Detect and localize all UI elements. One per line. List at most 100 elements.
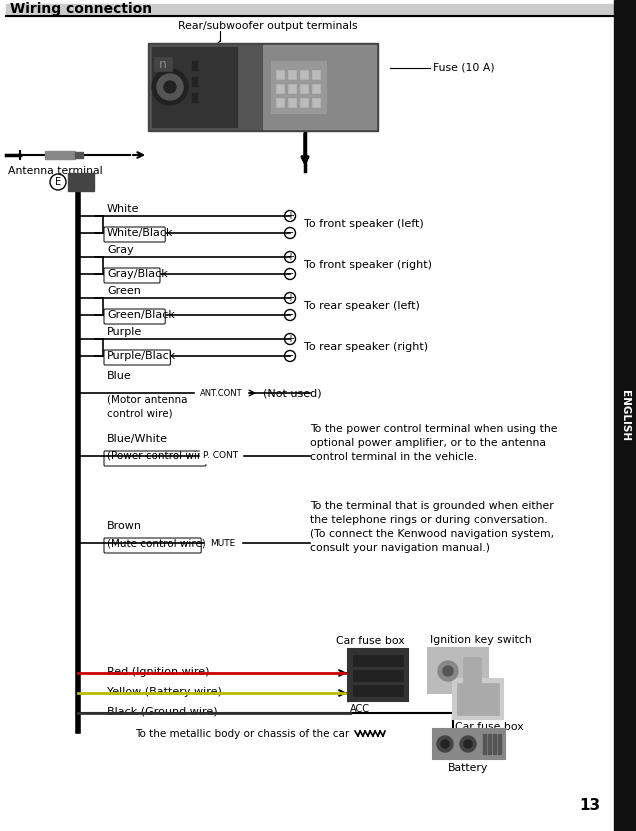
FancyBboxPatch shape xyxy=(104,268,160,283)
Text: Blue/White: Blue/White xyxy=(107,434,168,444)
Bar xyxy=(433,729,505,759)
Text: Car fuse box: Car fuse box xyxy=(336,636,404,646)
Text: Green/Black: Green/Black xyxy=(107,310,175,320)
Text: Blue: Blue xyxy=(107,371,132,381)
Text: Purple/Black: Purple/Black xyxy=(107,351,176,361)
Text: (Mute control wire): (Mute control wire) xyxy=(107,538,206,548)
Text: To front speaker (right): To front speaker (right) xyxy=(304,260,432,270)
Circle shape xyxy=(441,740,449,748)
Bar xyxy=(300,70,308,79)
Text: +: + xyxy=(286,211,294,221)
Text: Red (Ignition wire): Red (Ignition wire) xyxy=(107,667,209,677)
Circle shape xyxy=(157,74,183,100)
Text: −: − xyxy=(286,269,294,279)
Bar xyxy=(300,98,308,107)
Bar xyxy=(152,47,237,127)
Text: −: − xyxy=(286,351,294,361)
Circle shape xyxy=(437,736,453,752)
Bar xyxy=(148,43,378,131)
FancyBboxPatch shape xyxy=(104,451,206,466)
Bar xyxy=(353,685,403,696)
Text: control terminal in the vehicle.: control terminal in the vehicle. xyxy=(310,452,477,462)
Bar xyxy=(154,57,172,71)
Bar xyxy=(483,734,486,754)
Text: Purple: Purple xyxy=(107,327,142,337)
Text: To rear speaker (right): To rear speaker (right) xyxy=(304,342,428,352)
Text: To rear speaker (left): To rear speaker (left) xyxy=(304,301,420,311)
Text: Battery: Battery xyxy=(448,763,488,773)
Text: (To connect the Kenwood navigation system,: (To connect the Kenwood navigation syste… xyxy=(310,529,554,539)
Text: −: − xyxy=(286,228,294,238)
Bar xyxy=(300,84,308,93)
Text: Antenna terminal: Antenna terminal xyxy=(8,166,102,176)
Text: ACC: ACC xyxy=(350,704,370,714)
Bar xyxy=(192,77,198,87)
Circle shape xyxy=(464,740,472,748)
Bar xyxy=(276,98,284,107)
Text: Fuse (10 A): Fuse (10 A) xyxy=(433,63,495,73)
Text: (Motor antenna: (Motor antenna xyxy=(107,395,188,405)
Text: the telephone rings or during conversation.: the telephone rings or during conversati… xyxy=(310,515,548,525)
Bar xyxy=(493,734,496,754)
Bar xyxy=(150,45,261,129)
Bar xyxy=(353,655,403,666)
Bar xyxy=(75,152,83,158)
Text: To the terminal that is grounded when either: To the terminal that is grounded when ei… xyxy=(310,501,554,511)
Text: Car fuse box: Car fuse box xyxy=(455,722,523,732)
Text: Brown: Brown xyxy=(107,521,142,531)
Bar xyxy=(353,670,403,681)
Bar xyxy=(276,70,284,79)
FancyBboxPatch shape xyxy=(104,227,165,242)
Text: control wire): control wire) xyxy=(107,408,172,418)
Text: MUTE: MUTE xyxy=(211,538,235,548)
Circle shape xyxy=(443,666,453,676)
Text: Green: Green xyxy=(107,286,141,296)
Bar xyxy=(312,70,320,79)
Bar xyxy=(195,386,247,400)
FancyBboxPatch shape xyxy=(104,350,170,365)
Bar xyxy=(428,648,488,693)
Text: White: White xyxy=(107,204,139,214)
Circle shape xyxy=(460,736,476,752)
Bar xyxy=(6,4,613,16)
Text: Rear/subwoofer output terminals: Rear/subwoofer output terminals xyxy=(178,21,357,31)
Text: To front speaker (left): To front speaker (left) xyxy=(304,219,424,229)
Bar xyxy=(271,61,326,113)
Circle shape xyxy=(152,69,188,105)
Bar xyxy=(288,98,296,107)
Bar xyxy=(288,84,296,93)
Text: Black (Ground wire): Black (Ground wire) xyxy=(107,707,218,717)
Bar xyxy=(45,151,75,159)
Text: optional power amplifier, or to the antenna: optional power amplifier, or to the ante… xyxy=(310,438,546,448)
Text: To the metallic body or chassis of the car: To the metallic body or chassis of the c… xyxy=(135,729,349,739)
Bar xyxy=(488,734,491,754)
Bar xyxy=(192,61,198,71)
Text: ANT.CONT: ANT.CONT xyxy=(200,389,242,397)
Bar xyxy=(312,84,320,93)
Bar xyxy=(312,98,320,107)
Text: 13: 13 xyxy=(579,798,600,813)
Text: consult your navigation manual.): consult your navigation manual.) xyxy=(310,543,490,553)
Bar xyxy=(348,649,408,701)
Text: Gray: Gray xyxy=(107,245,134,255)
Bar xyxy=(457,683,499,715)
Bar xyxy=(463,657,481,685)
Bar xyxy=(263,45,376,129)
Circle shape xyxy=(164,81,176,93)
Text: −: − xyxy=(286,310,294,320)
Text: +: + xyxy=(286,293,294,303)
Text: Ignition key switch: Ignition key switch xyxy=(430,635,532,645)
Bar xyxy=(200,449,242,463)
Circle shape xyxy=(438,661,458,681)
Bar xyxy=(453,679,503,719)
Bar xyxy=(276,84,284,93)
Text: Yellow (Battery wire): Yellow (Battery wire) xyxy=(107,687,222,697)
Text: Gray/Black: Gray/Black xyxy=(107,269,168,279)
Bar xyxy=(288,70,296,79)
Bar xyxy=(68,173,94,191)
Text: +: + xyxy=(286,334,294,344)
Text: (Not used): (Not used) xyxy=(263,388,322,398)
Bar xyxy=(498,734,501,754)
Text: To the power control terminal when using the: To the power control terminal when using… xyxy=(310,424,558,434)
Text: Wiring connection: Wiring connection xyxy=(10,2,152,16)
